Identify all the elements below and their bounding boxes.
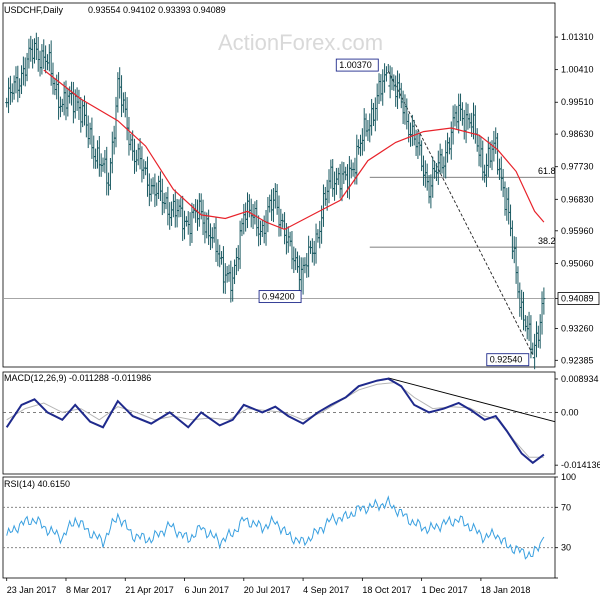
rsi-panel <box>3 495 555 560</box>
price-ytick-label: 1.01310 <box>561 32 594 42</box>
price-ytick-label: 0.95960 <box>561 226 594 236</box>
rsi-ytick-label: 30 <box>561 543 571 553</box>
macd-ytick-label: -0.014136 <box>561 460 600 470</box>
price-panel: 1.00370 0.94200 0.92540 61.8 38.2 <box>3 32 556 370</box>
low-label-0-94200-box <box>258 290 302 304</box>
trend-line-dashed <box>387 70 534 355</box>
high-label-1-00370-box <box>335 58 379 72</box>
ohlc-label: 0.93554 0.94102 0.93393 0.94089 <box>88 5 226 15</box>
x-tick-label: 20 Jul 2017 <box>244 585 291 595</box>
x-tick-label: 1 Dec 2017 <box>422 585 468 595</box>
price-ytick-label: 0.92385 <box>561 355 594 365</box>
rsi-frame <box>2 476 556 579</box>
fib-38-label: 38.2 <box>538 236 556 246</box>
macd-ytick-label: 0.008934 <box>561 374 599 384</box>
price-frame <box>2 2 556 368</box>
x-tick-label: 18 Jan 2018 <box>481 585 531 595</box>
rsi-line <box>6 495 545 560</box>
current-price-box <box>557 292 600 305</box>
macd-line <box>5 377 545 465</box>
moving-average-line <box>43 69 545 231</box>
fib-61-label: 61.8 <box>538 166 556 176</box>
price-ytick-label: 0.93260 <box>561 324 594 334</box>
rsi-ytick-label: 70 <box>561 502 571 512</box>
macd-frame <box>2 371 556 475</box>
price-ytick-label: 0.99510 <box>561 97 594 107</box>
rsi-title: RSI(14) 40.6150 <box>4 479 70 489</box>
x-tick-label: 18 Oct 2017 <box>362 585 411 595</box>
price-ytick-label: 0.96830 <box>561 194 594 204</box>
x-tick-label: 6 Jun 2017 <box>185 585 230 595</box>
low-label-0-92540: 0.92540 <box>490 355 523 365</box>
macd-trend-line <box>388 377 556 423</box>
macd-ytick-label: 0.00 <box>561 407 579 417</box>
x-tick-label: 4 Sep 2017 <box>303 585 349 595</box>
price-ytick-label: 0.97730 <box>561 162 594 172</box>
price-ytick-label: 0.95060 <box>561 258 594 268</box>
macd-panel <box>3 377 556 465</box>
axes: 1.01310 1.00410 0.99510 0.98630 0.97730 0.968… <box>6 32 600 595</box>
x-tick-label: 21 Apr 2017 <box>125 585 174 595</box>
rsi-ytick-label: 100 <box>561 472 576 482</box>
x-tick-label: 23 Jan 2017 <box>7 585 57 595</box>
high-label-1-00370: 1.00370 <box>339 60 372 70</box>
panel-frames <box>2 2 556 579</box>
price-ytick-label: 1.00410 <box>561 65 594 75</box>
low-label-0-94200: 0.94200 <box>262 292 295 302</box>
price-ytick-label: 0.98630 <box>561 129 594 139</box>
low-label-0-92540-box <box>486 353 530 367</box>
price-bar <box>542 287 546 315</box>
price-ytick-label: 0.94089 <box>561 294 594 304</box>
watermark: ActionForex.com <box>218 30 383 55</box>
macd-title: MACD(12,26,9) -0.011288 -0.011986 <box>4 373 151 383</box>
symbol-label: USDCHF,Daily <box>4 5 64 15</box>
x-tick-label: 8 Mar 2017 <box>66 585 112 595</box>
